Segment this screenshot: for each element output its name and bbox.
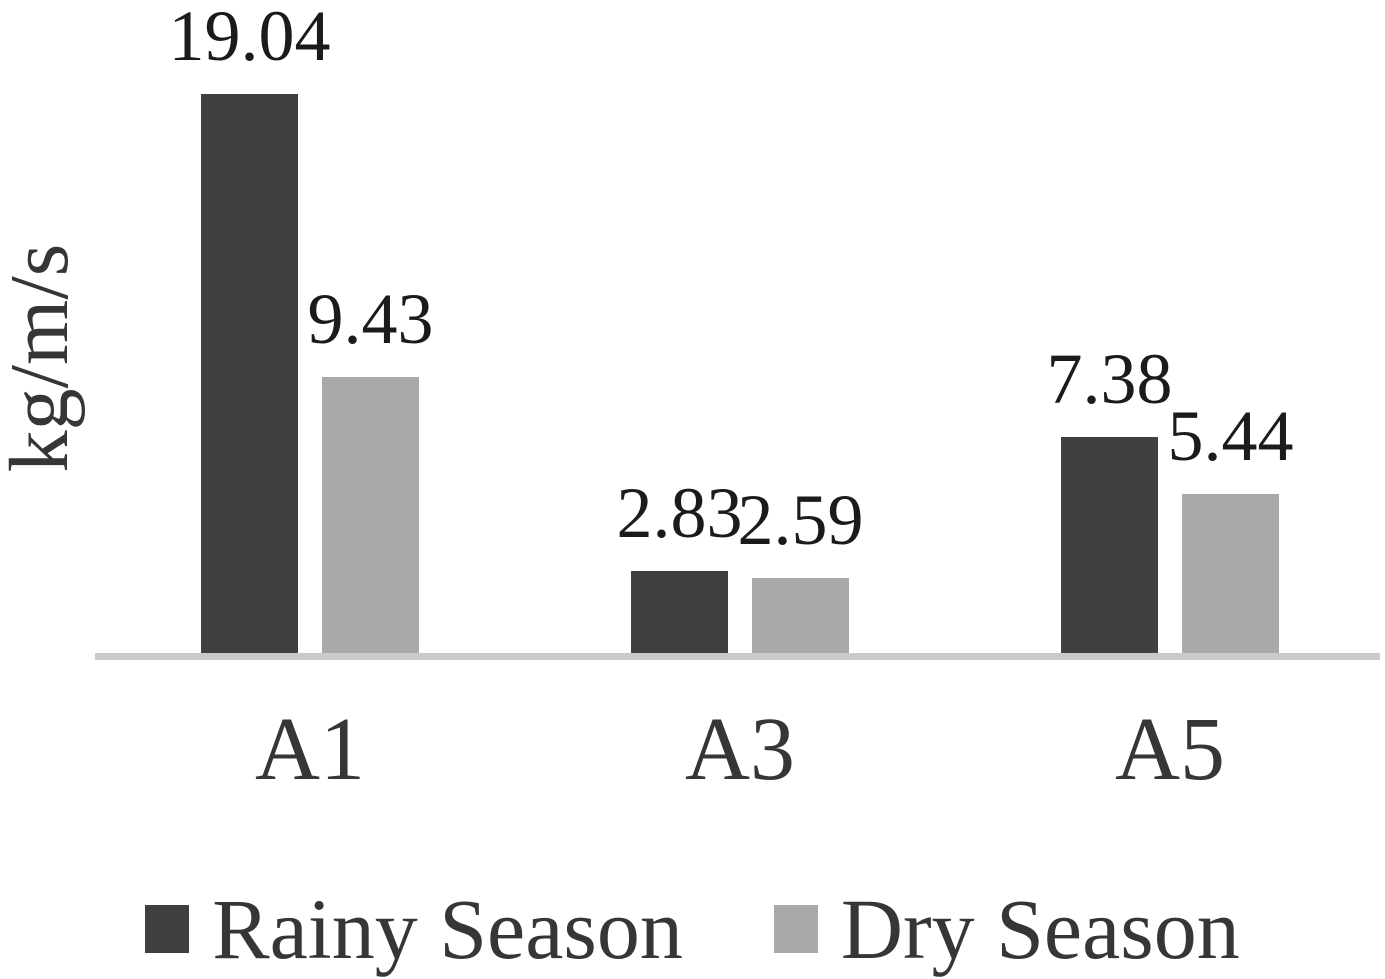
bar-group-a1: 19.04 9.43 xyxy=(95,0,525,654)
x-tick-label-a1: A1 xyxy=(255,700,365,799)
legend-swatch-rainy-season xyxy=(145,905,190,953)
legend: Rainy Season Dry Season xyxy=(0,886,1385,972)
bar-rainy-season-a5 xyxy=(1061,437,1158,654)
legend-item-rainy-season: Rainy Season xyxy=(145,886,683,972)
x-axis-line xyxy=(95,653,1380,660)
x-tick-label-a5: A5 xyxy=(1115,700,1225,799)
bar-group-a5: 7.38 5.44 xyxy=(955,0,1385,654)
bar-dry-season-a5 xyxy=(1182,494,1279,654)
bar-group-a3: 2.83 2.59 xyxy=(525,0,955,654)
bar-value-label: 7.38 xyxy=(1046,339,1173,420)
bar-value-label: 2.83 xyxy=(616,472,743,553)
bar-dry-season-a3 xyxy=(752,577,849,654)
bar-value-label: 19.04 xyxy=(168,0,331,77)
bar-dry-season-a1 xyxy=(322,376,419,654)
x-tick-label-a3: A3 xyxy=(685,700,795,799)
bar-wrap-dry-season-a3: 2.59 xyxy=(738,484,864,654)
bar-wrap-rainy-season-a1: 19.04 xyxy=(169,0,331,654)
y-axis-label: kg/m/s xyxy=(0,243,86,473)
legend-item-dry-season: Dry Season xyxy=(773,881,1240,977)
bar-value-label: 2.59 xyxy=(737,479,864,560)
bar-rainy-season-a3 xyxy=(631,570,728,654)
bar-wrap-rainy-season-a3: 2.83 xyxy=(617,477,743,654)
plot-area: 19.04 9.43 2.83 2.59 7.38 5.44 xyxy=(95,0,1385,654)
x-axis-labels: A1 A3 A5 xyxy=(95,705,1385,795)
bar-wrap-dry-season-a1: 9.43 xyxy=(308,283,434,654)
bar-wrap-dry-season-a5: 5.44 xyxy=(1168,400,1294,654)
bar-value-label: 5.44 xyxy=(1167,396,1294,477)
bar-wrap-rainy-season-a5: 7.38 xyxy=(1047,343,1173,654)
bar-value-label: 9.43 xyxy=(307,278,434,359)
legend-swatch-dry-season xyxy=(773,905,818,953)
legend-label: Rainy Season xyxy=(212,881,683,977)
bar-rainy-season-a1 xyxy=(201,94,298,654)
legend-label: Dry Season xyxy=(840,881,1240,977)
